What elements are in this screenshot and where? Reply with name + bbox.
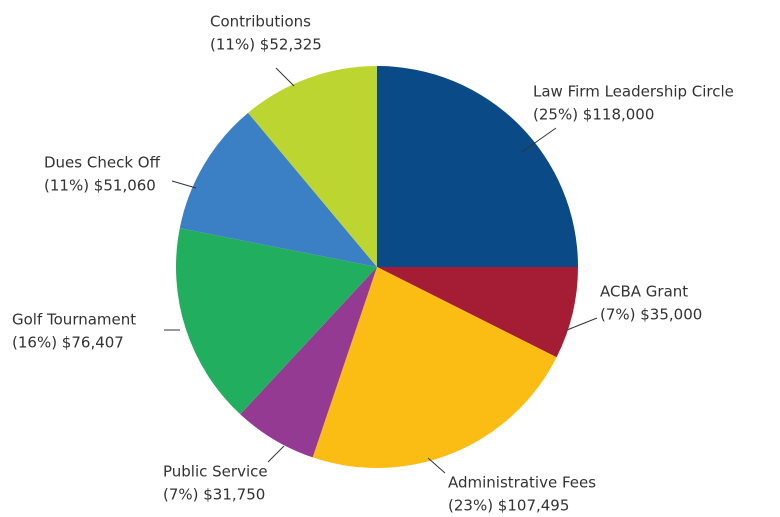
slice-value-label: (7%) $35,000	[600, 306, 702, 324]
slice-label: Administrative Fees	[448, 474, 596, 492]
leader-line	[521, 127, 557, 153]
slice-label: Public Service	[163, 463, 268, 481]
slice-value-label: (23%) $107,495	[448, 497, 569, 515]
slice-label: Dues Check Off	[44, 154, 161, 172]
slice-value-label: (7%) $31,750	[163, 486, 265, 504]
slice-label: Golf Tournament	[12, 311, 136, 329]
pie-slice	[377, 266, 578, 358]
pie-slice	[175, 228, 377, 415]
pie-slice	[248, 66, 377, 267]
slice-value-label: (25%) $118,000	[533, 106, 654, 124]
slice-label: Law Firm Leadership Circle	[533, 83, 734, 101]
slice-label: ACBA Grant	[600, 283, 688, 301]
leader-line	[267, 445, 285, 463]
slice-value-label: (16%) $76,407	[12, 334, 124, 352]
pie-slice	[179, 112, 377, 267]
slice-label: Contributions	[210, 13, 311, 31]
leader-line	[275, 67, 295, 87]
leader-line	[566, 317, 598, 331]
slice-value-label: (11%) $51,060	[44, 177, 156, 195]
leader-line	[171, 180, 197, 189]
pie-slice	[312, 267, 557, 469]
pie-slice	[377, 66, 578, 267]
leader-line	[427, 457, 446, 474]
slice-value-label: (11%) $52,325	[210, 36, 322, 54]
pie-slice	[240, 267, 377, 458]
